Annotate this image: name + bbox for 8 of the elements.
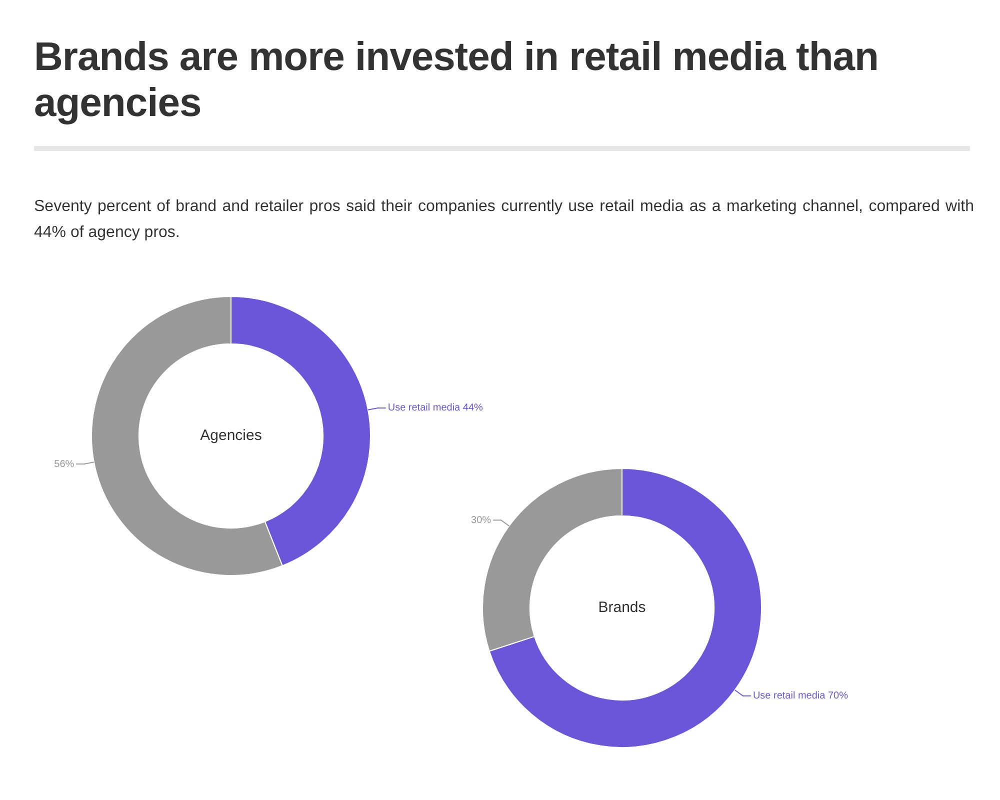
chart-title: Brands are more invested in retail media than agencies [34, 34, 880, 126]
text: Brands [598, 599, 646, 616]
data-label: 56% [54, 458, 74, 470]
chart-subtitle: Seventy percent of brand and retailer pros said their companies currently use retail media as a marketing channel, compared with 44% of agency pros. [34, 197, 974, 243]
data-label: 30% [471, 514, 492, 526]
slice-label: Use retail media 70% [752, 690, 848, 702]
slice-label: Use retail media 44% [388, 402, 484, 414]
text: Agencies [200, 427, 262, 444]
